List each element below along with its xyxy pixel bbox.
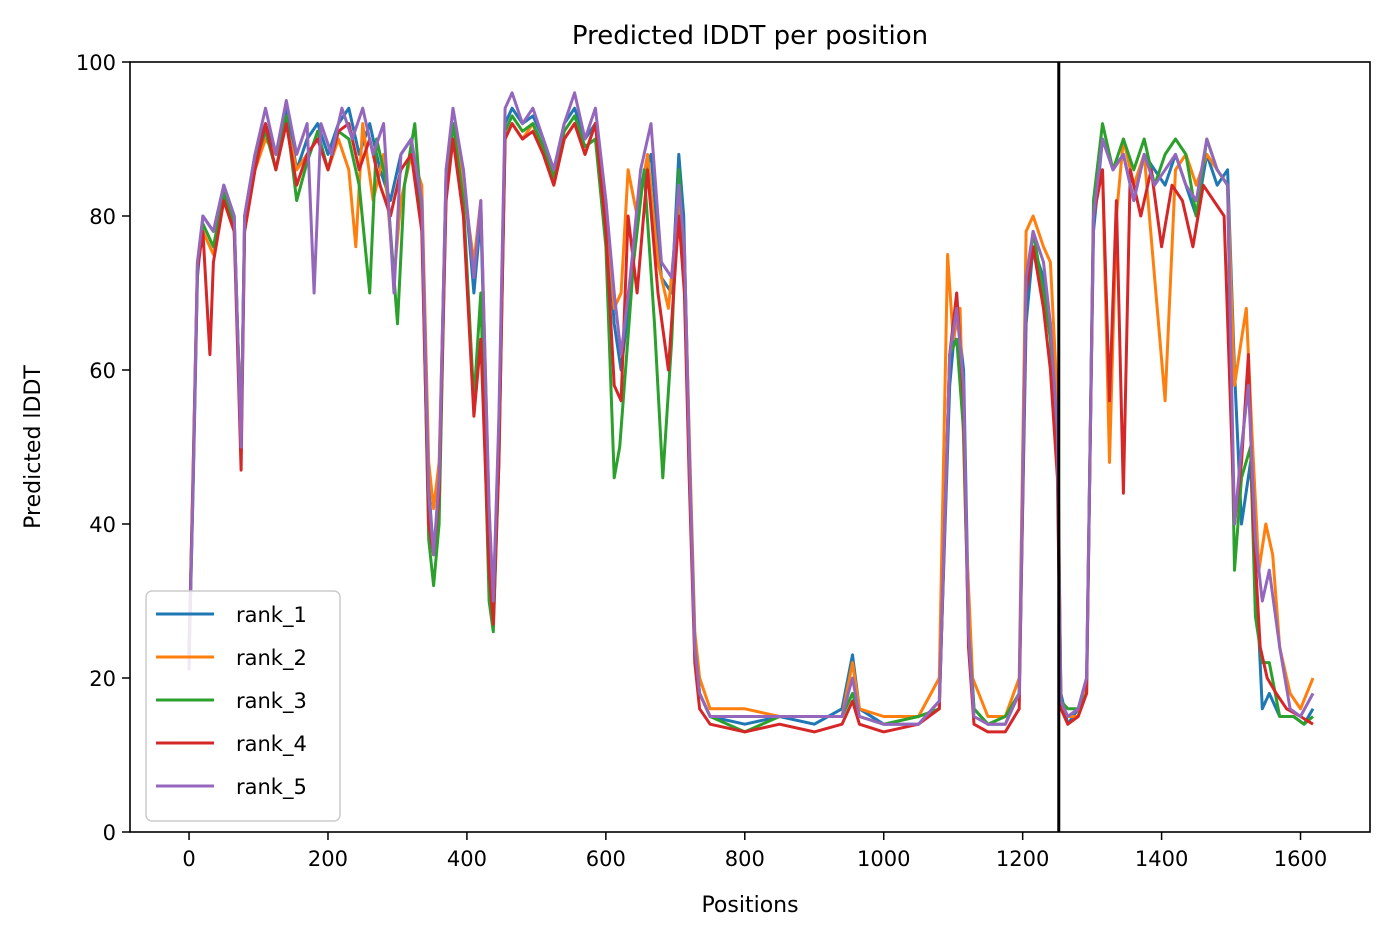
legend-label-rank_5: rank_5: [236, 775, 307, 800]
legend: rank_1 rank_2 rank_3 rank_4 rank_5: [145, 590, 341, 822]
y-axis-label: Predicted lDDT: [21, 365, 46, 529]
y-tick-label: 40: [89, 513, 116, 537]
y-axis-ticks: 0 20 40 60 80 100: [76, 51, 130, 845]
x-axis-label: Positions: [701, 893, 798, 918]
legend-label-rank_3: rank_3: [236, 689, 307, 714]
x-tick-label: 800: [725, 847, 765, 871]
series-group: [187, 91, 1315, 734]
x-tick-label: 1200: [996, 847, 1049, 871]
x-tick-label: 600: [586, 847, 626, 871]
y-tick-label: 20: [89, 667, 116, 691]
x-tick-label: 200: [308, 847, 348, 871]
plot-frame: [129, 61, 1371, 833]
y-tick-label: 0: [103, 821, 116, 845]
y-tick-label: 80: [89, 205, 116, 229]
x-tick-label: 0: [182, 847, 195, 871]
legend-label-rank_2: rank_2: [236, 646, 307, 671]
series-line-rank_4: [187, 122, 1314, 734]
x-tick-label: 1600: [1274, 847, 1327, 871]
x-tick-label: 400: [447, 847, 487, 871]
x-tick-label: 1400: [1135, 847, 1188, 871]
series-line-rank_5: [187, 91, 1315, 726]
x-tick-label: 1000: [857, 847, 910, 871]
y-tick-label: 100: [76, 51, 116, 75]
legend-label-rank_4: rank_4: [236, 732, 307, 757]
x-axis-ticks: 0 200 400 600 800 1000 1200 1400 1600: [182, 832, 1327, 871]
legend-box: [145, 590, 341, 822]
y-tick-label: 60: [89, 359, 116, 383]
chart-title: Predicted lDDT per position: [572, 21, 928, 51]
legend-label-rank_1: rank_1: [236, 603, 307, 628]
